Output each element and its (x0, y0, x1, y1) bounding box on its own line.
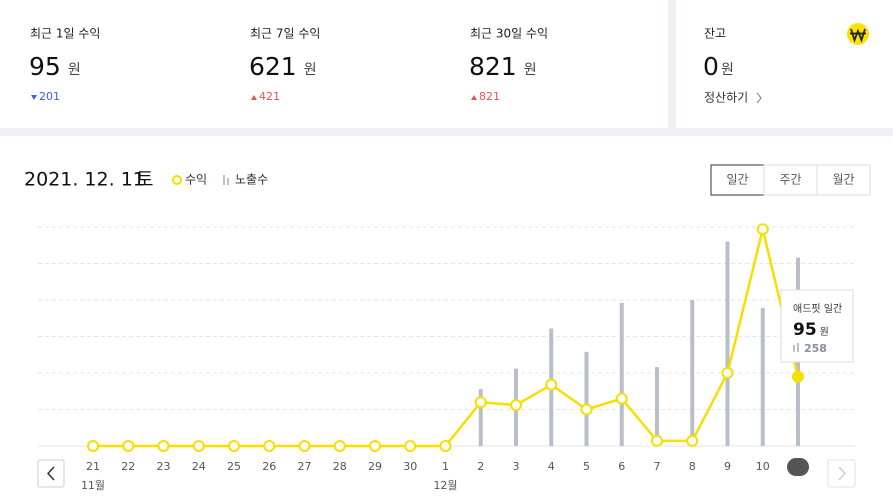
revenue-point (686, 434, 699, 447)
x-tick-label: 28 (333, 460, 347, 473)
revenue-point (192, 440, 205, 452)
stat-title: 최근 1일 수익 (30, 27, 100, 41)
tooltip-unit: 원 (820, 326, 829, 338)
x-tick-label: 25 (227, 460, 241, 473)
x-tick-label: 2 (477, 460, 484, 473)
stat-change: 201 (39, 90, 60, 103)
revenue-point (474, 396, 487, 409)
revenue-point (651, 434, 663, 447)
stat-change: 821 (479, 90, 500, 103)
stat-title: 최근 7일 수익 (250, 27, 320, 41)
tab-label[interactable]: 주간 (779, 173, 801, 187)
revenue-point (263, 440, 276, 452)
chart-date: 2021. 12. 11 (24, 169, 145, 191)
tab-label[interactable]: 일간 (726, 173, 748, 187)
x-tick-label: 9 (724, 460, 731, 473)
legend-marker (223, 175, 225, 185)
revenue-point (122, 440, 135, 452)
x-tick-label: 23 (157, 460, 171, 473)
month-label: 12월 (433, 479, 457, 492)
stat-value: 621 (249, 52, 297, 81)
tooltip-value: 95 (793, 320, 817, 340)
revenue-point (510, 399, 522, 412)
balance-title: 잔고 (704, 27, 726, 41)
revenue-point (157, 440, 170, 452)
next-button[interactable] (827, 459, 856, 488)
settle-arrow[interactable] (756, 92, 762, 104)
won-icon-glyph (850, 28, 866, 43)
stat-unit: 원 (304, 62, 317, 78)
legend-label: 노출수 (235, 173, 268, 187)
stat-title: 최근 30일 수익 (470, 27, 548, 41)
legend-marker (227, 178, 229, 185)
impression-bar (655, 367, 659, 446)
legend-label: 수익 (185, 173, 207, 187)
trend-icon (251, 95, 257, 100)
next-icon[interactable] (838, 466, 847, 481)
legend-marker (172, 175, 182, 185)
prev-button[interactable] (37, 459, 65, 488)
revenue-point (228, 440, 240, 452)
impression-bar (478, 389, 483, 446)
x-tick-label: 7 (654, 460, 661, 473)
stat-value: 821 (469, 52, 517, 81)
tab-button[interactable] (816, 164, 871, 196)
x-tick-label: 5 (583, 460, 590, 473)
impression-bar (725, 241, 730, 446)
x-tick-label: 6 (618, 460, 625, 473)
x-tick-label: 3 (513, 460, 520, 473)
impression-bar (690, 300, 695, 446)
stats-card (0, 0, 668, 128)
month-label: 11월 (81, 479, 105, 492)
x-tick-label: 21 (86, 460, 100, 473)
balance-unit: 원 (721, 62, 734, 78)
revenue-point (615, 392, 628, 405)
prev-icon[interactable] (46, 466, 55, 481)
revenue-point (439, 440, 452, 452)
tooltip-icon (793, 345, 795, 352)
tooltip-icon (797, 343, 799, 352)
impression-bar (584, 351, 589, 446)
impression-bar (619, 302, 624, 446)
revenue-point (404, 440, 417, 452)
tab-button[interactable] (710, 164, 765, 196)
x-tick-label: 27 (298, 460, 312, 473)
revenue-point (580, 403, 593, 416)
stat-unit: 원 (524, 62, 537, 78)
tooltip-title: 애드핏 일간 (793, 303, 842, 315)
revenue-point (545, 378, 558, 391)
revenue-point (333, 440, 346, 452)
trend-icon (471, 95, 477, 100)
revenue-point (369, 440, 381, 452)
impression-bar (760, 308, 765, 446)
x-tick-label: 1 (442, 460, 449, 473)
revenue-point (721, 367, 734, 379)
stat-unit: 원 (68, 62, 81, 78)
x-tick-label: 30 (403, 460, 417, 473)
x-tick-label: 4 (548, 460, 555, 473)
balance-value: 0 (703, 52, 719, 81)
balance-card (676, 0, 893, 128)
x-tick-label: 22 (121, 460, 135, 473)
stat-value: 95 (29, 52, 61, 81)
settle-link[interactable]: 정산하기 (704, 91, 748, 105)
stat-change: 421 (259, 90, 280, 103)
tooltip-impressions: 258 (804, 342, 827, 355)
x-tick-label: 26 (262, 460, 276, 473)
x-tick-label: 11 (790, 460, 805, 473)
x-tick-label: 24 (192, 460, 206, 473)
x-tick-label: 8 (689, 460, 696, 473)
revenue-point (792, 370, 804, 383)
revenue-point (87, 440, 99, 452)
revenue-point (756, 223, 769, 236)
revenue-point (298, 440, 311, 452)
trend-icon (31, 95, 37, 100)
selected-day (787, 458, 809, 476)
x-tick-label: 10 (756, 460, 770, 473)
chart-weekday: 토 (136, 169, 153, 191)
x-tick-label: 29 (368, 460, 382, 473)
tab-label[interactable]: 월간 (832, 173, 854, 187)
